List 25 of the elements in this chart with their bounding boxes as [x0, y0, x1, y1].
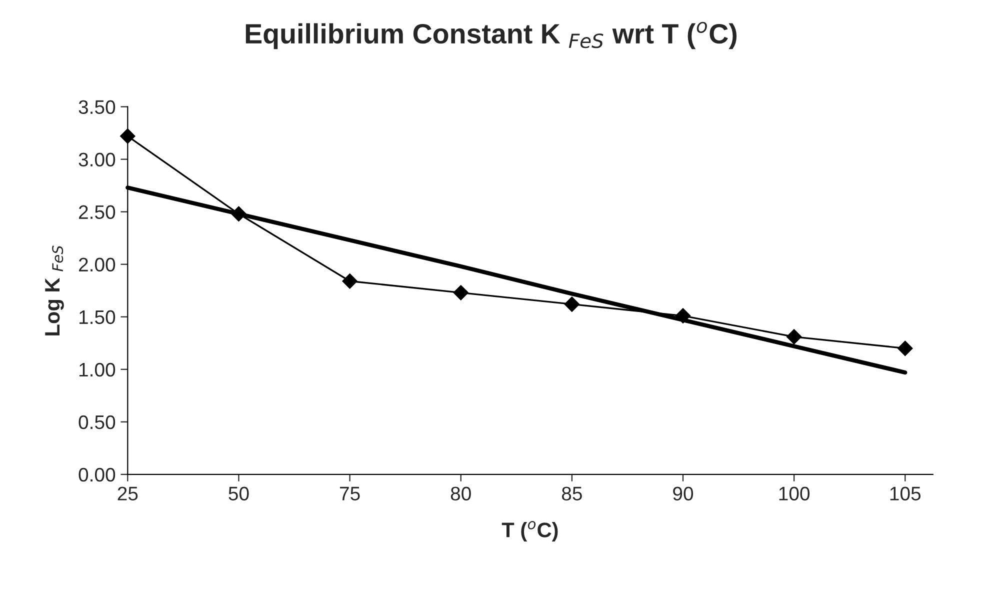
y-tick-label: 3.50 [78, 100, 116, 114]
x-tick-label: 75 [340, 486, 360, 500]
point [786, 329, 802, 344]
y-tick-label: 3.00 [78, 152, 116, 166]
x-tick-label: 80 [450, 486, 471, 500]
chart-title: Equillibrium Constant K $_{FeS}$ wrt T ($^{o}$C) [246, 22, 737, 50]
point [120, 128, 136, 144]
x-tick-label: 85 [562, 486, 582, 500]
y-axis-title: Log K $_{FeS}$ [45, 246, 64, 336]
y-tick-label: 1.50 [79, 310, 116, 324]
point [342, 274, 358, 289]
point [453, 285, 468, 300]
x-axis-title: T ($^{o}$C) [502, 521, 558, 542]
y-tick-label: 1.00 [79, 362, 116, 377]
y-tick-label: 2.50 [78, 205, 116, 220]
x-tick-label: 100 [779, 486, 810, 500]
point [898, 340, 913, 356]
point [564, 296, 580, 312]
y-tick-label: 2.00 [78, 258, 116, 272]
x-tick-label: 90 [673, 486, 694, 500]
x-tick-label: 105 [890, 486, 921, 500]
x-tick-label: 50 [228, 486, 249, 500]
y-tick-label: 0.50 [78, 415, 116, 430]
y-tick-label: 0.00 [78, 468, 116, 482]
x-tick-label: 25 [118, 486, 138, 500]
